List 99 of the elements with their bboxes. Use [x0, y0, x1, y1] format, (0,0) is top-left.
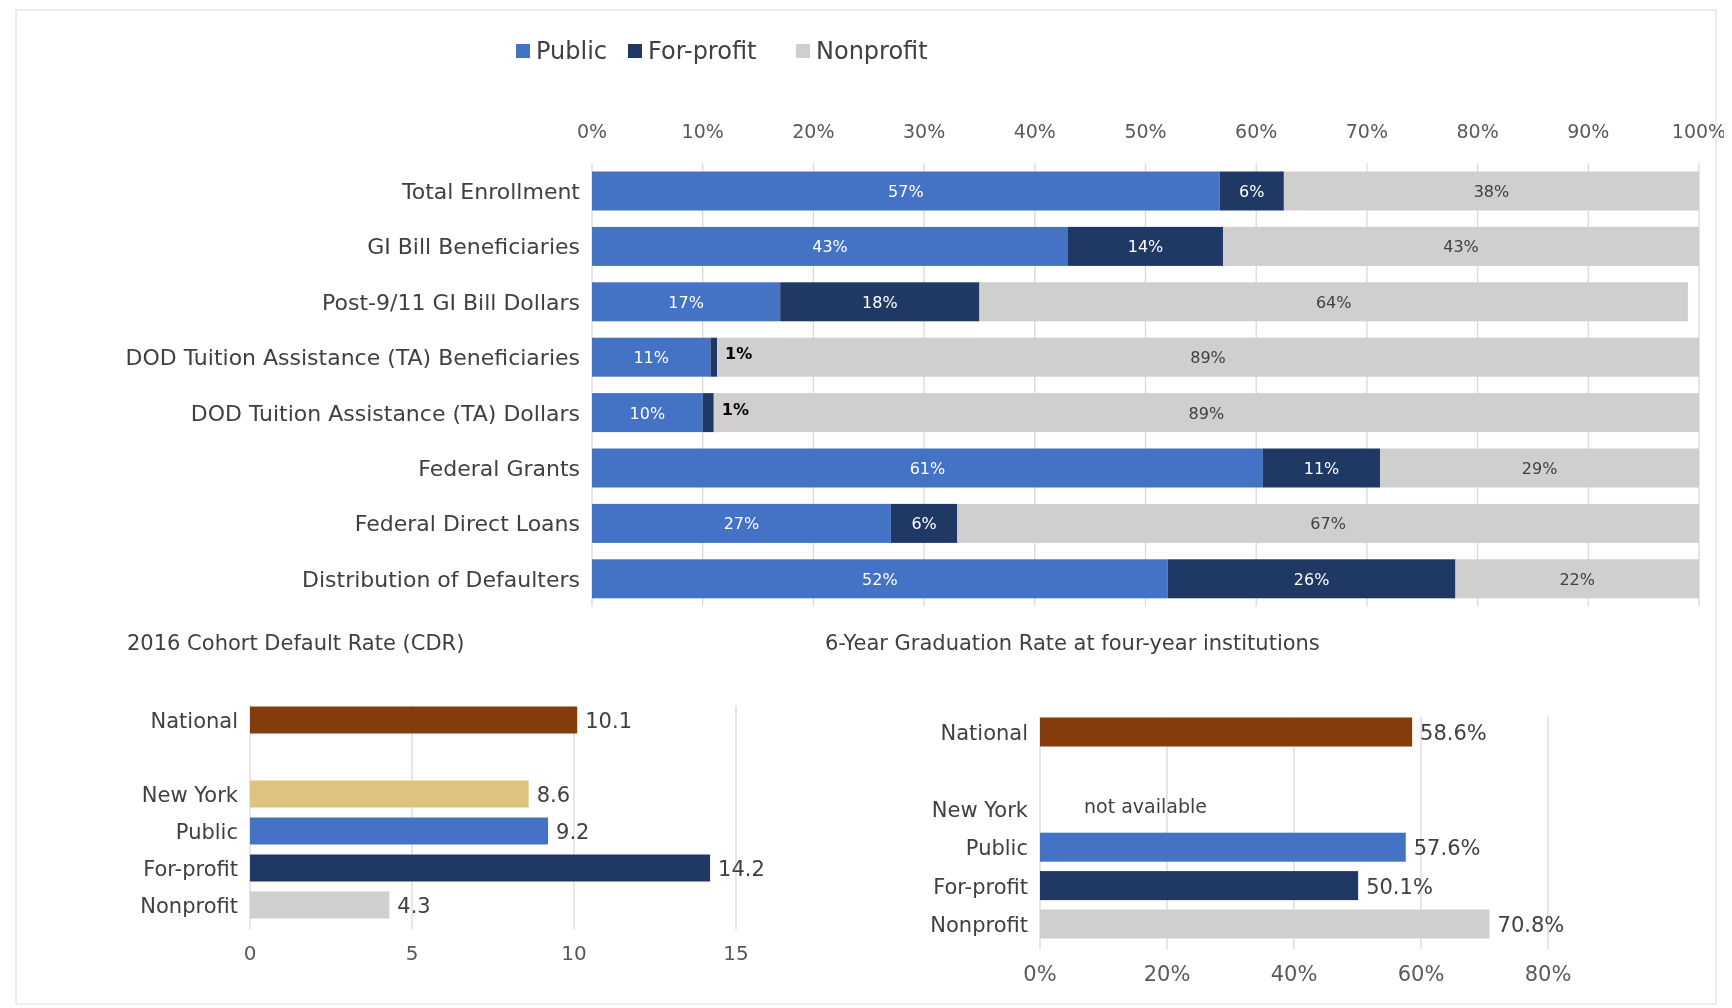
- data-label: 64%: [1315, 292, 1352, 312]
- x-tick-label: 50%: [1124, 120, 1167, 142]
- data-label: 18%: [862, 292, 898, 312]
- bar: [702, 393, 714, 433]
- bar: [780, 282, 980, 322]
- x-tick-label: 40%: [1013, 120, 1056, 142]
- bar: [1167, 559, 1456, 599]
- data-label: 67%: [1310, 514, 1346, 534]
- data-label: 89%: [1188, 403, 1225, 423]
- bar: [710, 337, 718, 377]
- x-tick-label: 15: [723, 941, 749, 965]
- x-tick-label: 0%: [576, 120, 608, 142]
- bar: [1262, 448, 1381, 488]
- y-tick-label: Federal Direct Loans: [354, 511, 580, 537]
- data-label: 8.6: [536, 783, 571, 807]
- data-label: 26%: [1293, 569, 1330, 589]
- bar: [1040, 717, 1413, 747]
- x-tick-label: 90%: [1567, 120, 1610, 142]
- x-tick-label: 80%: [1524, 962, 1572, 986]
- legend-label: For-profit: [648, 37, 757, 65]
- data-label: 22%: [1559, 569, 1596, 589]
- y-tick-label: Nonprofit: [930, 913, 1028, 937]
- chart-title: 6-Year Graduation Rate at four-year institutions: [825, 631, 1320, 655]
- data-label: 38%: [1473, 182, 1510, 201]
- data-label: 14%: [1127, 237, 1164, 257]
- x-tick-label: 70%: [1345, 120, 1389, 142]
- y-tick-label: Federal Grants: [418, 456, 580, 481]
- x-tick-label: 20%: [1143, 962, 1191, 986]
- data-label: 43%: [812, 237, 848, 257]
- bar: [1068, 226, 1223, 266]
- x-tick-label: 60%: [1235, 120, 1278, 142]
- bar: [250, 817, 549, 845]
- y-tick-label: GI Bill Beneficiaries: [367, 234, 580, 260]
- data-label: 10.1: [585, 709, 633, 733]
- data-label: 27%: [723, 514, 760, 534]
- legend-label: Nonprofit: [816, 37, 928, 65]
- data-label: 17%: [668, 292, 704, 312]
- bar: [890, 503, 958, 543]
- bar: [592, 559, 1168, 599]
- bar: [1040, 832, 1406, 862]
- data-label: 1%: [721, 399, 749, 419]
- x-tick-label: 0%: [1023, 962, 1057, 986]
- x-tick-label: 5: [405, 941, 419, 965]
- bar: [592, 503, 891, 543]
- bar: [1040, 871, 1359, 901]
- bar: [592, 448, 1263, 488]
- data-label: 89%: [1190, 348, 1226, 368]
- data-label: 43%: [1443, 237, 1479, 257]
- x-tick-label: 10: [561, 941, 587, 965]
- y-tick-label: Public: [175, 820, 238, 844]
- bar: [592, 171, 1220, 211]
- data-label: 11%: [633, 348, 670, 368]
- x-tick-label: 10%: [681, 120, 724, 142]
- data-label: 57%: [888, 182, 924, 201]
- data-label: 6%: [911, 514, 937, 534]
- data-label: 61%: [909, 459, 946, 478]
- x-tick-label: 60%: [1397, 962, 1445, 986]
- chart-title: 2016 Cohort Default Rate (CDR): [127, 631, 465, 655]
- x-tick-label: 20%: [792, 120, 835, 142]
- bar: [250, 854, 711, 882]
- bar: [592, 282, 781, 322]
- data-label: 57.6%: [1413, 836, 1481, 861]
- y-tick-label: Post-9/11 GI Bill Dollars: [322, 289, 580, 315]
- data-label: 58.6%: [1420, 721, 1487, 745]
- y-tick-label: National: [150, 709, 238, 733]
- data-label: 70.8%: [1497, 913, 1565, 937]
- data-label: 1%: [725, 344, 753, 364]
- y-tick-label: Public: [965, 836, 1028, 861]
- x-tick-label: 30%: [902, 120, 946, 142]
- data-label: 6%: [1239, 182, 1265, 201]
- bar: [250, 780, 529, 808]
- legend-label: Public: [536, 37, 608, 65]
- y-tick-label: New York: [141, 783, 239, 807]
- y-tick-label: For-profit: [143, 857, 238, 881]
- data-label: 11%: [1303, 459, 1340, 478]
- y-tick-label: New York: [931, 797, 1029, 822]
- data-label: 14.2: [718, 857, 765, 881]
- data-label: 4.3: [397, 894, 431, 918]
- x-tick-label: 0: [243, 941, 257, 965]
- y-tick-label: Nonprofit: [140, 894, 238, 918]
- data-label: 29%: [1521, 459, 1558, 478]
- y-tick-label: Total Enrollment: [401, 179, 581, 204]
- y-tick-label: For-profit: [933, 874, 1028, 899]
- y-tick-label: DOD Tuition Assistance (TA) Beneficiaries: [125, 345, 580, 371]
- bar: [592, 337, 711, 377]
- x-tick-label: 80%: [1456, 120, 1499, 142]
- y-tick-label: National: [940, 721, 1028, 745]
- y-tick-label: DOD Tuition Assistance (TA) Dollars: [190, 400, 580, 426]
- bar: [592, 393, 703, 433]
- data-label: 52%: [862, 569, 898, 589]
- bar: [592, 226, 1069, 266]
- data-label: 9.2: [556, 820, 590, 844]
- bar: [1219, 171, 1284, 211]
- x-tick-label: 40%: [1270, 962, 1318, 986]
- data-label: 50.1%: [1366, 874, 1433, 899]
- data-label: 10%: [629, 403, 666, 423]
- y-tick-label: Distribution of Defaulters: [302, 566, 580, 592]
- bar: [250, 706, 578, 734]
- annotation: not available: [1084, 794, 1207, 817]
